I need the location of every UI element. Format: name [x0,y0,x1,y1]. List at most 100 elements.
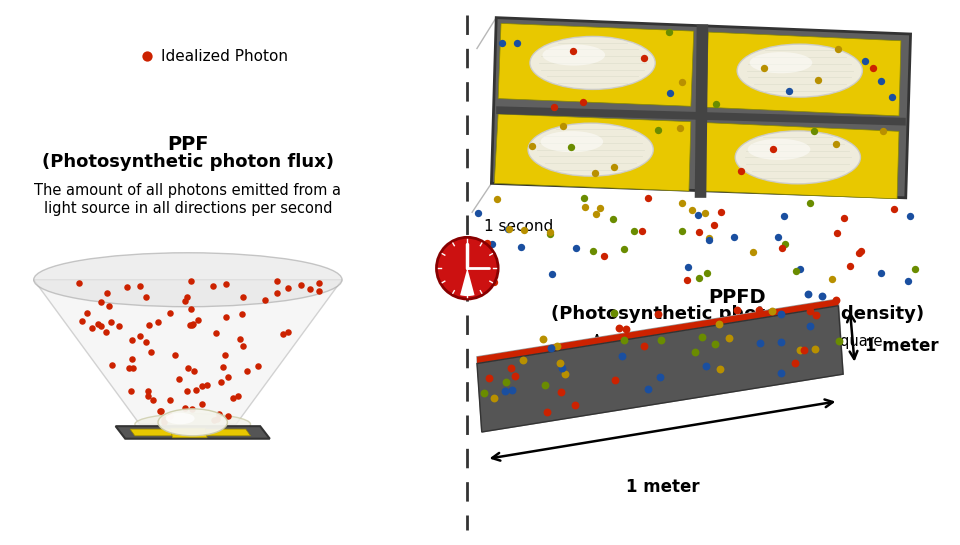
Point [524,141,540,150]
Polygon shape [130,429,251,436]
Point [773,338,788,347]
Point [907,264,923,273]
Point [687,348,703,357]
Point [504,386,519,395]
Point [618,325,634,334]
Point [120,283,135,292]
Ellipse shape [34,253,342,307]
Point [75,317,90,325]
Text: PPF: PPF [167,135,208,154]
Point [713,365,729,374]
Point [563,143,578,152]
Point [765,145,780,154]
Point [140,52,156,60]
Point [218,280,233,289]
Point [280,328,296,337]
Point [606,215,621,223]
Polygon shape [494,114,691,191]
Ellipse shape [530,37,656,89]
Point [104,317,119,326]
Point [627,226,642,235]
Point [251,362,266,371]
Point [549,342,564,350]
Point [792,346,807,355]
Point [186,367,202,376]
Point [99,288,114,297]
Point [98,327,113,336]
Wedge shape [460,268,474,296]
Point [810,76,826,85]
Point [500,225,516,233]
Point [240,367,255,376]
Point [276,330,291,338]
Point [554,387,569,396]
Point [640,385,656,393]
Point [788,267,804,275]
Point [612,323,627,332]
Point [874,268,889,277]
Point [577,194,592,203]
Point [775,243,790,252]
Point [824,275,839,283]
Point [225,393,240,402]
Point [542,229,558,238]
Point [701,236,716,245]
Point [680,263,695,271]
Point [480,239,495,247]
Point [771,233,786,241]
Point [828,296,843,305]
Point [102,301,117,310]
Point [690,210,706,219]
Text: The amount of all photons emitted from a
light source in all directions per seco: The amount of all photons emitted from a… [35,183,342,216]
Point [156,415,172,423]
Point [270,276,285,285]
Polygon shape [477,299,843,432]
Point [476,389,492,397]
Point [180,364,196,372]
Point [588,169,603,178]
Point [792,265,807,274]
Point [94,322,109,330]
Point [874,77,889,86]
Point [697,209,712,217]
Point [71,279,86,288]
Point [126,363,141,372]
Point [132,282,148,290]
Point [503,364,518,372]
Ellipse shape [135,414,251,435]
Point [680,275,695,284]
Point [220,411,235,420]
Point [184,320,200,329]
Point [729,306,744,315]
Point [163,308,179,317]
Point [124,387,139,396]
Point [543,343,559,352]
Point [516,355,531,364]
Point [138,293,154,301]
Point [540,408,555,417]
Point [162,411,178,420]
Point [183,276,199,285]
Point [635,227,650,235]
Point [806,127,822,136]
Point [753,338,768,347]
Point [640,194,656,203]
Point [692,274,708,282]
Point [178,296,193,305]
Point [765,307,780,316]
Point [608,376,623,385]
Point [484,240,499,249]
Point [93,298,108,307]
Point [831,337,847,346]
Point [711,320,727,329]
Point [733,167,749,175]
Point [188,385,204,394]
Polygon shape [498,23,694,106]
Ellipse shape [750,52,812,73]
Point [808,311,824,319]
Point [486,394,501,403]
Point [185,319,201,328]
Point [121,364,136,373]
Point [183,304,199,313]
Point [171,374,186,383]
